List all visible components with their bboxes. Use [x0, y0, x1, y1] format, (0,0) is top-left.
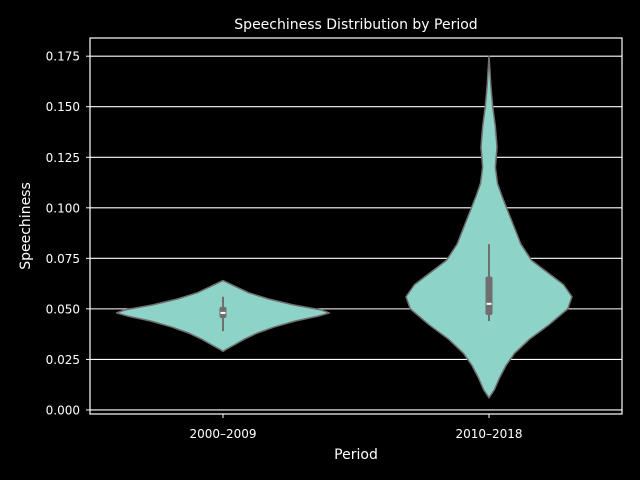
chart-title: Speechiness Distribution by Period — [234, 17, 477, 33]
x-tick-label: 2000–2009 — [189, 427, 256, 441]
violin-iqr-box — [485, 276, 493, 315]
y-tick-label: 0.125 — [46, 151, 80, 165]
x-axis-label: Period — [334, 447, 378, 463]
y-axis: 0.000 0.025 0.050 0.075 0.100 0.125 0.150 0.175 — [46, 50, 90, 417]
plot-frame — [89, 37, 623, 415]
y-tick-label: 0.050 — [46, 302, 80, 316]
violin-2 — [405, 55, 573, 399]
y-tick-label: 0.075 — [46, 252, 80, 266]
y-axis-label: Speechiness — [18, 182, 34, 270]
y-tick-label: 0.000 — [46, 403, 80, 417]
y-tick-label: 0.100 — [46, 201, 80, 215]
y-tick-label: 0.150 — [46, 100, 80, 114]
grid-lines — [90, 55, 622, 411]
y-tick-label: 0.175 — [46, 50, 80, 64]
violin-1 — [115, 279, 331, 353]
violins — [115, 55, 573, 399]
y-tick-label: 0.025 — [46, 353, 80, 367]
x-tick-label: 2010–2018 — [455, 427, 522, 441]
violin-body — [405, 55, 573, 399]
x-axis: 2000–2009 2010–2018 — [189, 414, 523, 441]
